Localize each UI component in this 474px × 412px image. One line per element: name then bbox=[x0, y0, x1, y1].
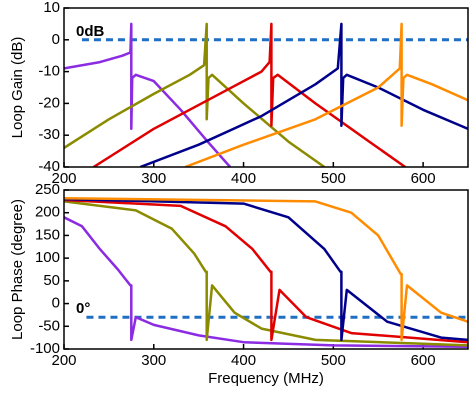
x-tick-label: 200 bbox=[51, 170, 76, 187]
y-tick-label: 50 bbox=[43, 272, 60, 289]
x-tick-label: 500 bbox=[321, 170, 346, 187]
series-line bbox=[139, 22, 468, 167]
y-tick-label: 100 bbox=[35, 249, 60, 266]
y-tick-label: -100 bbox=[30, 340, 60, 357]
x-tick-label: 300 bbox=[141, 170, 166, 187]
x-tick-label: 500 bbox=[321, 352, 346, 369]
y-tick-label: 250 bbox=[35, 181, 60, 198]
x-tick-label: 400 bbox=[231, 170, 256, 187]
plot-frame bbox=[63, 189, 469, 350]
series-line bbox=[64, 200, 468, 347]
y-tick-label: -20 bbox=[38, 94, 60, 111]
y-tick-label: -40 bbox=[38, 158, 60, 175]
y-tick-label: -10 bbox=[38, 63, 60, 80]
x-axis-label: Frequency (MHz) bbox=[208, 370, 324, 387]
series-line bbox=[92, 22, 406, 167]
y-tick-label: -30 bbox=[38, 126, 60, 143]
x-tick-label: 400 bbox=[231, 352, 256, 369]
plot-frame bbox=[63, 7, 469, 168]
y-tick-label: -50 bbox=[38, 317, 60, 334]
series-line bbox=[64, 196, 468, 342]
series-line bbox=[64, 198, 468, 344]
y-tick-label: 150 bbox=[35, 226, 60, 243]
series-line bbox=[64, 22, 326, 167]
y-tick-label: 0 bbox=[52, 31, 60, 48]
y-axis-label: Loop Phase (degree) bbox=[9, 199, 26, 340]
x-tick-label: 600 bbox=[411, 352, 436, 369]
reference-label: 0dB bbox=[76, 23, 105, 40]
y-axis-label: Loop Gain (dB) bbox=[9, 37, 26, 139]
y-tick-label: 0 bbox=[52, 295, 60, 312]
y-tick-label: 200 bbox=[35, 204, 60, 221]
y-tick-label: 10 bbox=[43, 0, 60, 16]
reference-label: 0° bbox=[76, 300, 90, 317]
series-line bbox=[64, 22, 232, 167]
x-tick-label: 600 bbox=[411, 170, 436, 187]
series-line bbox=[64, 216, 468, 348]
series-line bbox=[184, 22, 468, 167]
x-tick-label: 200 bbox=[51, 352, 76, 369]
series-line bbox=[64, 197, 468, 342]
x-tick-label: 300 bbox=[141, 352, 166, 369]
